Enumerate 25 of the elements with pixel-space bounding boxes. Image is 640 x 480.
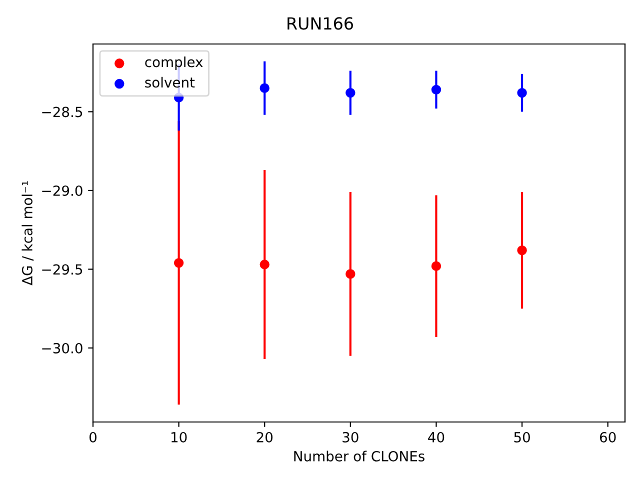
x-axis-title: Number of CLONEs: [294, 450, 424, 462]
x-tick-label: 40: [428, 432, 444, 442]
legend-label: complex: [145, 56, 203, 70]
point: [431, 261, 442, 271]
y-tick-label: −28.5: [42, 106, 82, 118]
point: [260, 83, 270, 93]
x-tick-label: 50: [514, 432, 530, 442]
x-tick-label: 60: [600, 432, 616, 442]
x-tick-label: 20: [256, 432, 273, 442]
y-tick-label: −29.0: [42, 185, 82, 196]
point: [431, 84, 442, 95]
y-tick-label: −30.0: [42, 342, 82, 354]
x-tick-label: 0: [89, 432, 96, 442]
point: [174, 258, 184, 268]
legend-label: solvent: [145, 76, 195, 88]
point: [517, 245, 527, 256]
y-tick-label: −29.5: [42, 264, 82, 275]
point: [346, 269, 356, 279]
x-tick-label: 10: [171, 432, 187, 442]
point: [260, 260, 270, 270]
point: [346, 88, 356, 98]
y-axis-title: ΔG / kcal mol⁻¹: [22, 181, 34, 286]
point: [517, 88, 527, 98]
x-tick-label: 30: [342, 432, 358, 442]
chart-title: RUN166: [288, 17, 353, 30]
